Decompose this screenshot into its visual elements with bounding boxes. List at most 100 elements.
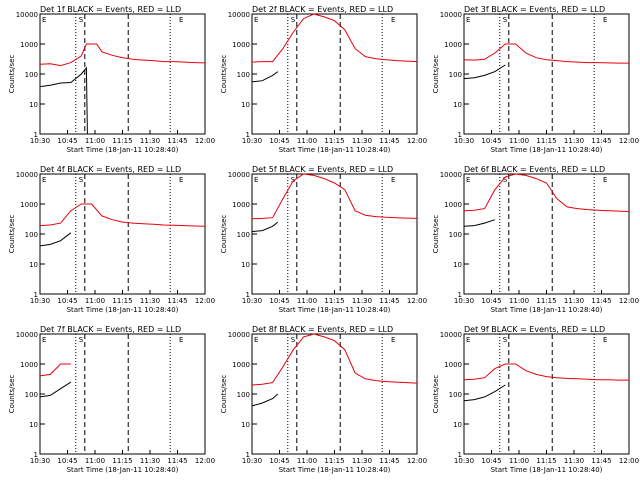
x-tick-label: 10:45 xyxy=(57,137,77,145)
marker-letter: E xyxy=(179,16,183,24)
y-axis-label: Counts/sec xyxy=(432,55,440,94)
x-tick-label: 11:45 xyxy=(591,137,611,145)
y-axis-label: Counts/sec xyxy=(220,215,228,254)
y-tick-label: 1 xyxy=(246,131,250,139)
plot-frame xyxy=(39,333,206,455)
marker-letter: E xyxy=(254,16,258,24)
y-tick-label: 1000 xyxy=(232,41,250,49)
y-tick-label: 1000 xyxy=(444,41,462,49)
y-tick-label: 10 xyxy=(241,261,250,269)
x-tick-label: 10:30 xyxy=(454,457,474,465)
y-tick-label: 10000 xyxy=(228,331,250,339)
panel-title: Det 4f BLACK = Events, RED = LLD xyxy=(40,165,181,174)
x-tick-label: 11:15 xyxy=(112,457,132,465)
lld-series-line xyxy=(463,173,630,213)
y-tick-label: 10000 xyxy=(228,171,250,179)
marker-letter: E xyxy=(179,176,183,184)
lld-series-line xyxy=(463,363,629,381)
x-tick-label: 11:30 xyxy=(140,457,160,465)
y-tick-label: 1 xyxy=(246,291,250,299)
y-tick-label: 1000 xyxy=(20,201,38,209)
y-tick-label: 1 xyxy=(34,291,38,299)
lld-series-line xyxy=(251,173,418,220)
x-tick-label: 10:45 xyxy=(481,457,501,465)
y-tick-label: 100 xyxy=(25,391,38,399)
x-tick-label: 12:00 xyxy=(407,137,427,145)
y-tick-label: 1 xyxy=(34,451,38,459)
y-tick-label: 1 xyxy=(458,291,462,299)
x-tick-label: 11:45 xyxy=(379,457,399,465)
y-axis-label: Counts/sec xyxy=(8,215,16,254)
y-tick-label: 10 xyxy=(241,101,250,109)
panel-title: Det 2f BLACK = Events, RED = LLD xyxy=(252,5,393,14)
y-tick-label: 10 xyxy=(241,421,250,429)
detector-panel: Det 9f BLACK = Events, RED = LLD 1 10 100 10… xyxy=(432,325,639,474)
x-tick-label: 11:45 xyxy=(591,457,611,465)
x-tick-label: 11:30 xyxy=(564,297,584,305)
x-axis-label: Start Time (18-Jan-11 10:28:40) xyxy=(279,306,391,314)
marker-letter: E xyxy=(603,16,607,24)
x-tick-label: 11:30 xyxy=(564,457,584,465)
x-tick-label: 10:45 xyxy=(57,297,77,305)
lld-series-line xyxy=(39,203,206,227)
plot-frame xyxy=(251,173,418,295)
x-tick-label: 12:00 xyxy=(619,457,639,465)
x-tick-label: 10:45 xyxy=(481,137,501,145)
x-tick-label: 11:00 xyxy=(297,297,317,305)
detector-panel: Det 5f BLACK = Events, RED = LLD 1 10 100 10… xyxy=(220,165,427,314)
x-axis-label: Start Time (18-Jan-11 10:28:40) xyxy=(279,146,391,154)
y-tick-label: 10000 xyxy=(440,171,462,179)
marker-letter: S xyxy=(79,336,84,344)
y-tick-label: 10000 xyxy=(440,11,462,19)
y-tick-label: 100 xyxy=(449,231,462,239)
panel-title: Det 9f BLACK = Events, RED = LLD xyxy=(464,325,605,334)
x-tick-label: 11:15 xyxy=(112,297,132,305)
y-tick-label: 10000 xyxy=(16,171,38,179)
y-tick-label: 1000 xyxy=(444,201,462,209)
events-series-line xyxy=(251,393,279,407)
marker-letter: E xyxy=(42,176,46,184)
x-axis-label: Start Time (18-Jan-11 10:28:40) xyxy=(67,146,179,154)
plot-frame xyxy=(251,333,418,455)
x-tick-label: 12:00 xyxy=(195,137,215,145)
x-tick-label: 10:30 xyxy=(30,137,50,145)
x-tick-label: 12:00 xyxy=(619,137,639,145)
x-tick-label: 11:45 xyxy=(167,457,187,465)
marker-letter: E xyxy=(466,176,470,184)
y-tick-label: 10 xyxy=(453,421,462,429)
x-tick-label: 11:15 xyxy=(536,297,556,305)
plot-frame xyxy=(463,333,630,455)
marker-letter: S xyxy=(503,336,508,344)
events-series-line xyxy=(251,71,279,83)
y-axis-label: Counts/sec xyxy=(220,375,228,414)
x-tick-label: 11:30 xyxy=(564,137,584,145)
x-tick-label: 11:30 xyxy=(140,137,160,145)
detector-panel: Det 8f BLACK = Events, RED = LLD 1 10 100 10… xyxy=(220,325,427,474)
panel-title: Det 7f BLACK = Events, RED = LLD xyxy=(40,325,181,334)
x-axis-label: Start Time (18-Jan-11 10:28:40) xyxy=(279,466,391,474)
marker-letter: E xyxy=(466,336,470,344)
y-tick-label: 10000 xyxy=(228,11,250,19)
x-tick-label: 11:15 xyxy=(536,137,556,145)
marker-letter: E xyxy=(466,16,470,24)
events-series-line xyxy=(463,384,506,402)
x-tick-label: 12:00 xyxy=(407,457,427,465)
x-tick-label: 11:30 xyxy=(352,297,372,305)
events-series-line xyxy=(39,66,88,135)
x-tick-label: 11:30 xyxy=(352,457,372,465)
lld-series-line xyxy=(251,13,418,63)
x-tick-label: 11:15 xyxy=(324,297,344,305)
y-tick-label: 1 xyxy=(458,131,462,139)
plot-frame xyxy=(39,13,206,135)
y-tick-label: 1 xyxy=(458,451,462,459)
x-tick-label: 10:30 xyxy=(454,137,474,145)
x-tick-label: 11:00 xyxy=(85,297,105,305)
plot-frame xyxy=(251,13,418,135)
x-tick-label: 10:30 xyxy=(30,457,50,465)
x-tick-label: 11:30 xyxy=(352,137,372,145)
marker-letter: S xyxy=(291,336,296,344)
x-tick-label: 11:45 xyxy=(379,137,399,145)
y-tick-label: 10 xyxy=(29,101,38,109)
marker-letter: E xyxy=(254,336,258,344)
marker-letter: E xyxy=(254,176,258,184)
